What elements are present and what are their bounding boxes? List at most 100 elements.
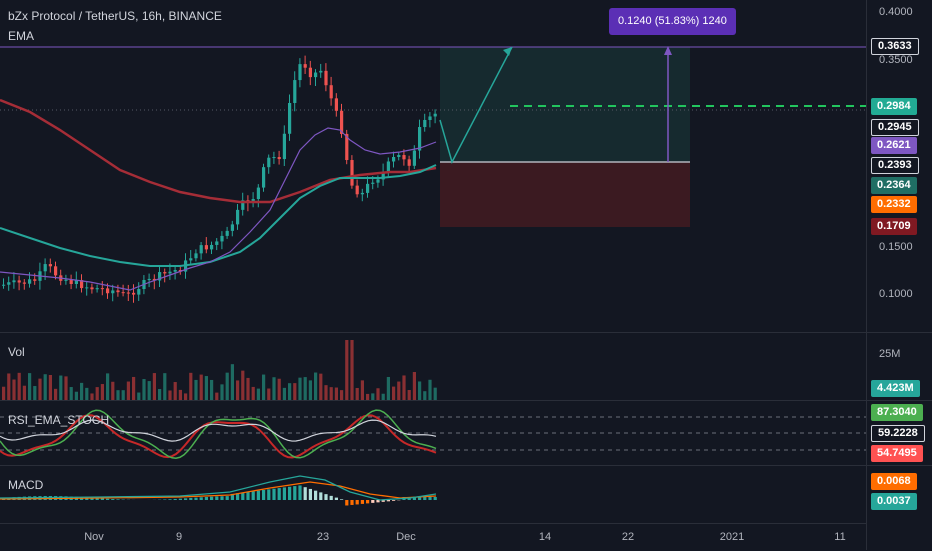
volume-label[interactable]: Vol (8, 345, 25, 359)
candle-body (28, 279, 31, 283)
volume-bar (252, 387, 255, 400)
macd-label[interactable]: MACD (8, 478, 43, 492)
price-axis[interactable]: 0.4000 0.3500 0.1500 0.1000 25M (866, 0, 932, 550)
price-label-ema-mid: 0.2364 (871, 177, 917, 194)
volume-bar (116, 390, 119, 400)
candle-body (101, 288, 104, 289)
symbol-title[interactable]: bZx Protocol / TetherUS, 16h, BINANCE (8, 9, 222, 23)
rsi-pane[interactable]: RSI_EMA_STOCH (0, 401, 866, 465)
candle-body (376, 179, 379, 182)
volume-bar (12, 380, 15, 400)
macd-bar (184, 498, 187, 500)
macd-bar (387, 500, 390, 501)
macd-bar (226, 496, 229, 500)
volume-bar (330, 387, 333, 400)
measure-callout: 0.1240 (51.83%) 1240 (609, 8, 736, 35)
volume-bar (210, 380, 213, 400)
date-tick: 23 (317, 531, 329, 543)
macd-bar (304, 487, 307, 500)
macd-bar (298, 485, 301, 500)
volume-bar (226, 373, 229, 400)
rsi-chart (0, 401, 866, 465)
macd-bar (194, 498, 197, 500)
candle-body (428, 116, 431, 120)
volume-bar (158, 389, 161, 400)
candle-body (90, 287, 93, 289)
loss-zone[interactable] (440, 162, 690, 227)
candle-body (44, 264, 47, 271)
candlesticks (2, 56, 437, 303)
volume-bar (283, 388, 286, 400)
ema-mid-line (0, 165, 436, 266)
macd-bar (288, 487, 291, 500)
candle-body (330, 85, 333, 98)
price-tick: 0.4000 (879, 6, 913, 18)
volume-bar (7, 373, 10, 400)
macd-bar (200, 497, 203, 500)
price-label-high: 0.3633 (871, 38, 919, 55)
time-axis[interactable]: Nov 9 23 Dec 14 22 2021 11 (0, 523, 866, 551)
candle-body (319, 71, 322, 73)
price-pane[interactable]: bZx Protocol / TetherUS, 16h, BINANCE EM… (0, 0, 866, 332)
volume-bar (85, 388, 88, 400)
candle-body (361, 193, 364, 194)
volume-bar (18, 373, 21, 400)
date-tick: 2021 (720, 531, 744, 543)
volume-bar (194, 380, 197, 400)
volume-pane[interactable]: Vol (0, 333, 866, 400)
candle-body (122, 292, 125, 293)
candle-body (49, 264, 52, 266)
macd-bar (293, 486, 296, 500)
macd-pane[interactable]: MACD (0, 466, 866, 523)
volume-bar (80, 383, 83, 400)
candle-body (54, 266, 57, 275)
macd-bar (272, 489, 275, 500)
volume-bar (148, 381, 151, 400)
volume-bar (137, 393, 140, 400)
rsi-label[interactable]: RSI_EMA_STOCH (8, 413, 109, 427)
volume-bar (397, 382, 400, 400)
macd-bar (252, 491, 255, 500)
candle-body (168, 272, 171, 274)
macd-bar (392, 500, 395, 501)
candle-body (387, 161, 390, 171)
price-label-ema-slow: 0.2332 (871, 196, 917, 213)
macd-bar (215, 496, 218, 500)
macd-bar (428, 497, 431, 500)
candle-body (371, 183, 374, 184)
candle-body (434, 114, 437, 117)
volume-bar (423, 391, 426, 400)
candle-body (194, 253, 197, 258)
macd-bar (262, 490, 265, 500)
macd-bar (174, 499, 177, 500)
macd-bar (179, 499, 182, 500)
volume-bar (163, 373, 166, 400)
volume-bar (314, 373, 317, 400)
date-tick: 9 (176, 531, 182, 543)
candle-body (262, 167, 265, 187)
candle-body (226, 231, 229, 236)
volume-bar (376, 388, 379, 400)
volume-bar (241, 371, 244, 400)
volume-bar (122, 390, 125, 400)
macd-bar (434, 497, 437, 500)
macd-bar (163, 499, 166, 500)
candle-body (205, 245, 208, 249)
candle-body (314, 73, 317, 78)
candle-body (7, 282, 10, 284)
volume-bar (324, 385, 327, 400)
price-label-ema-fast: 0.2621 (871, 137, 917, 154)
indicator-label[interactable]: EMA (8, 29, 34, 43)
price-chart[interactable] (0, 0, 866, 332)
macd-bar (241, 493, 244, 500)
volume-bar (23, 386, 26, 400)
date-tick: 14 (539, 531, 551, 543)
volume-bar (33, 386, 36, 400)
candle-body (293, 80, 296, 103)
macd-bar (371, 500, 374, 503)
price-label-target: 0.2984 (871, 98, 917, 115)
candle-body (350, 160, 353, 186)
volume-bar (236, 380, 239, 400)
candle-body (288, 103, 291, 134)
profit-zone[interactable] (440, 47, 690, 162)
